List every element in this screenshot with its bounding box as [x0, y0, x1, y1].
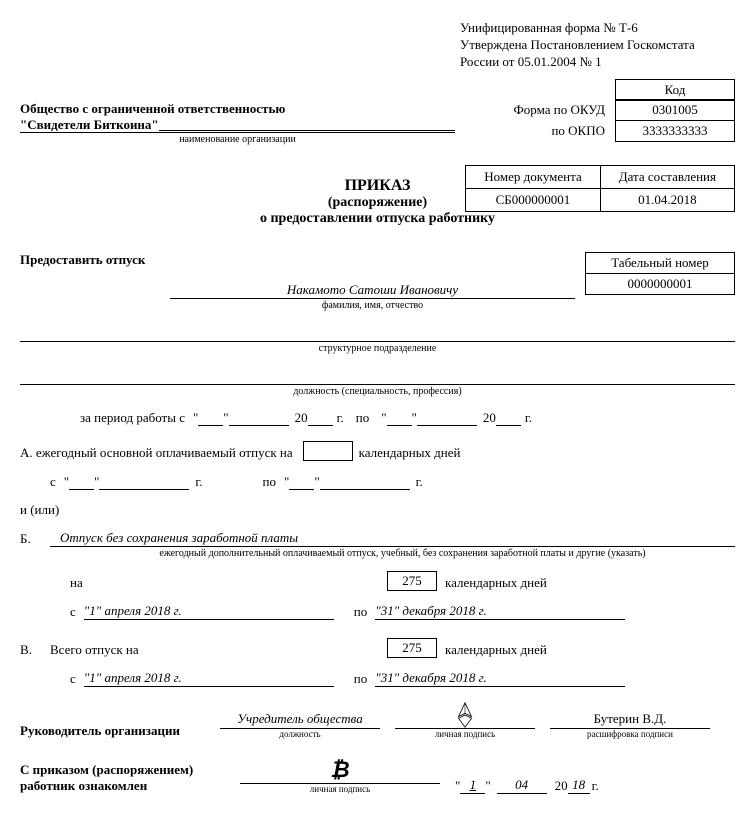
- section-v-days-label: календарных дней: [445, 642, 735, 658]
- period-label: за период работы с: [80, 410, 185, 426]
- section-v-to: по: [354, 671, 367, 687]
- section-v-days: 275: [387, 638, 437, 658]
- sig-signature: [395, 702, 535, 729]
- grant-label: Предоставить отпуск: [20, 252, 585, 268]
- section-b-na: на: [70, 575, 83, 591]
- ack-year-prefix: 20: [555, 778, 568, 794]
- manager-label: Руководитель организации: [20, 723, 220, 739]
- section-v-to-date: "31" декабря 2018 г.: [375, 670, 625, 687]
- a-from-day: [69, 473, 94, 490]
- section-b-type: Отпуск без сохранения заработной платы: [50, 530, 735, 547]
- section-b-to-date: "31" декабря 2018 г.: [375, 603, 625, 620]
- doc-date-header: Дата составления: [600, 165, 734, 188]
- position-line: [20, 369, 735, 385]
- period-g1: г.: [337, 410, 344, 426]
- employee-name: Накамото Сатоши Ивановичу: [170, 282, 575, 299]
- form-header: Унифицированная форма № Т-6 Утверждена П…: [460, 20, 735, 71]
- section-a-days-label: календарных дней: [359, 445, 461, 461]
- org-name-line2: "Свидетели Биткоина": [20, 117, 159, 133]
- sig-decoded-sub: расшифровка подписи: [550, 729, 710, 739]
- period-year-prefix2: 20: [483, 410, 496, 426]
- doc-number-header: Номер документа: [466, 165, 601, 188]
- okpo-value: 3333333333: [615, 120, 735, 142]
- a-to-day: [289, 473, 314, 490]
- section-b-to: по: [354, 604, 367, 620]
- okud-label: Форма по ОКУД: [455, 99, 615, 121]
- doc-date-value: 01.04.2018: [600, 188, 734, 211]
- a-from-month: [99, 473, 189, 490]
- dept-line: [20, 326, 735, 342]
- section-b-days: 275: [387, 571, 437, 591]
- doc-number-value: СБ000000001: [466, 188, 601, 211]
- section-a-label: А. ежегодный основной оплачиваемый отпус…: [20, 445, 293, 461]
- bitcoin-icon: ₿: [330, 757, 349, 783]
- section-b-from: с: [70, 604, 76, 620]
- tabel-header: Табельный номер: [585, 252, 735, 274]
- period-from-year: [308, 409, 333, 426]
- ack-year: 18: [568, 777, 590, 794]
- period-to-day: [387, 409, 412, 426]
- a-to-g: г.: [416, 474, 423, 490]
- form-header-line2: Утверждена Постановлением Госкомстата: [460, 37, 735, 54]
- period-from-month: [229, 409, 289, 426]
- section-a-to: по: [263, 474, 276, 490]
- position-sub: должность (специальность, профессия): [20, 386, 735, 397]
- okpo-label: по ОКПО: [455, 120, 615, 142]
- ack-day: 1: [460, 777, 485, 794]
- section-b-from-date: "1" апреля 2018 г.: [84, 603, 334, 620]
- ack-label2: работник ознакомлен: [20, 778, 240, 794]
- title-sub2: о предоставлении отпуска работнику: [20, 211, 735, 227]
- sig-position: Учредитель общества: [220, 711, 380, 729]
- and-or: и (или): [20, 502, 735, 518]
- employee-name-sub: фамилия, имя, отчество: [170, 300, 575, 311]
- ack-sign-sub: личная подпись: [240, 784, 440, 794]
- sig-decoded: Бутерин В.Д.: [550, 711, 710, 729]
- section-v-label: В.: [20, 642, 50, 658]
- sig-position-sub: должность: [220, 729, 380, 739]
- a-from-g: г.: [195, 474, 202, 490]
- a-to-month: [320, 473, 410, 490]
- section-b-type-sub: ежегодный дополнительный оплачиваемый от…: [70, 548, 735, 559]
- org-name-line1: Общество с ограниченной ответственностью: [20, 101, 455, 117]
- doc-number-table: Номер документа Дата составления СБ00000…: [465, 165, 735, 212]
- org-sub-label: наименование организации: [20, 134, 455, 145]
- ack-label1: С приказом (распоряжением): [20, 762, 240, 778]
- period-to: по: [356, 410, 369, 426]
- sig-sign-sub: личная подпись: [395, 729, 535, 739]
- period-g2: г.: [525, 410, 532, 426]
- section-v-total: Всего отпуск на: [50, 642, 139, 658]
- dept-sub: структурное подразделение: [20, 343, 735, 354]
- form-header-line1: Унифицированная форма № Т-6: [460, 20, 735, 37]
- section-b-days-label: календарных дней: [445, 575, 735, 591]
- section-a-from: с: [50, 474, 56, 490]
- ack-g: г.: [592, 778, 599, 794]
- section-v-from: с: [70, 671, 76, 687]
- ack-signature: ₿: [240, 757, 440, 784]
- section-b-label: Б.: [20, 531, 50, 547]
- okud-value: 0301005: [615, 99, 735, 121]
- ethereum-icon: [456, 702, 474, 728]
- section-a-days: [303, 441, 353, 461]
- period-from-day: [198, 409, 223, 426]
- period-to-year: [496, 409, 521, 426]
- section-v-from-date: "1" апреля 2018 г.: [84, 670, 334, 687]
- kod-header: Код: [615, 79, 735, 101]
- tabel-value: 0000000001: [585, 274, 735, 295]
- form-header-line3: России от 05.01.2004 № 1: [460, 54, 735, 71]
- period-year-prefix1: 20: [295, 410, 308, 426]
- period-to-month: [417, 409, 477, 426]
- ack-month: 04: [497, 777, 547, 794]
